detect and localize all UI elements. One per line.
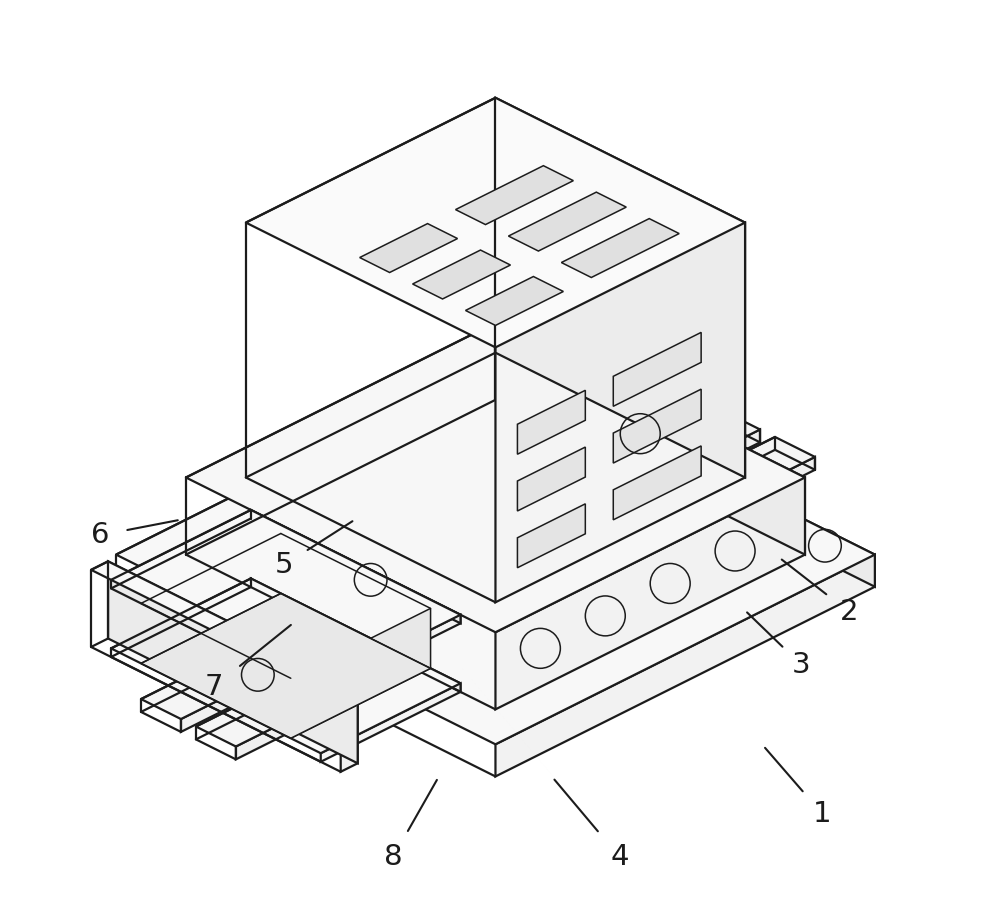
Polygon shape <box>341 686 358 772</box>
Polygon shape <box>321 615 461 693</box>
Polygon shape <box>251 579 461 692</box>
Polygon shape <box>111 579 461 753</box>
Polygon shape <box>246 98 745 347</box>
Polygon shape <box>517 447 585 511</box>
Polygon shape <box>91 562 358 694</box>
Polygon shape <box>141 594 431 738</box>
Polygon shape <box>196 437 815 747</box>
Text: 4: 4 <box>611 844 629 871</box>
Polygon shape <box>495 322 805 554</box>
Polygon shape <box>291 608 431 738</box>
Polygon shape <box>517 504 585 568</box>
Polygon shape <box>186 322 805 632</box>
Polygon shape <box>613 333 701 407</box>
Polygon shape <box>466 277 563 325</box>
Text: 6: 6 <box>91 521 110 550</box>
Polygon shape <box>508 192 626 251</box>
Text: 3: 3 <box>792 651 811 679</box>
Text: 5: 5 <box>275 551 293 579</box>
Polygon shape <box>108 562 358 763</box>
Polygon shape <box>236 457 815 759</box>
Polygon shape <box>517 390 585 454</box>
Polygon shape <box>495 365 875 587</box>
Polygon shape <box>495 554 875 777</box>
Polygon shape <box>116 365 875 745</box>
Polygon shape <box>613 389 701 463</box>
Polygon shape <box>321 683 461 762</box>
Polygon shape <box>613 446 701 520</box>
Polygon shape <box>360 224 458 272</box>
Polygon shape <box>456 166 573 224</box>
Polygon shape <box>561 219 679 278</box>
Text: 8: 8 <box>384 844 402 871</box>
Polygon shape <box>495 477 805 709</box>
Polygon shape <box>495 223 745 603</box>
Polygon shape <box>413 250 510 299</box>
Polygon shape <box>141 409 760 719</box>
Polygon shape <box>181 430 760 732</box>
Polygon shape <box>111 510 461 684</box>
Polygon shape <box>495 98 745 477</box>
Text: 1: 1 <box>813 800 832 828</box>
Polygon shape <box>251 510 461 624</box>
Text: 7: 7 <box>205 672 223 701</box>
Text: 2: 2 <box>840 598 859 627</box>
